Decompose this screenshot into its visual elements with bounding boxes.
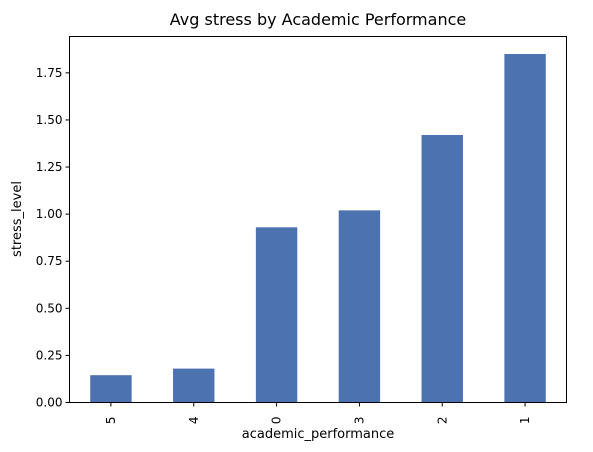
- bar-1: [504, 54, 546, 403]
- bar-4: [173, 368, 215, 403]
- y-tick-label-0.00: 0.00: [36, 396, 63, 410]
- x-tick-label-2: 2: [435, 417, 449, 425]
- x-axis-label: academic_performance: [242, 427, 395, 442]
- bars-group: [90, 54, 546, 403]
- x-tick-label-4: 4: [187, 417, 201, 425]
- x-tick-label-1: 1: [518, 417, 532, 425]
- bar-0: [255, 227, 298, 403]
- y-tick-label-1.50: 1.50: [36, 113, 63, 127]
- y-axis-ticks: 0.00 0.25 0.50 0.75 1.00 1.25 1.50 1.75: [36, 66, 70, 410]
- x-tick-label-5: 5: [104, 417, 118, 425]
- plot-frame: [69, 36, 567, 403]
- y-tick-label-0.75: 0.75: [36, 254, 63, 268]
- bar-3: [338, 210, 381, 403]
- y-tick-label-0.25: 0.25: [36, 348, 63, 362]
- y-tick-label-1.00: 1.00: [36, 207, 63, 221]
- y-axis-label: stress_level: [10, 181, 25, 257]
- bar-2: [421, 135, 463, 403]
- bar-5: [90, 375, 132, 403]
- x-axis-ticks: 5 4 0 3 2 1: [104, 402, 532, 425]
- x-tick-label-0: 0: [270, 417, 284, 425]
- x-tick-label-3: 3: [352, 417, 366, 425]
- y-tick-label-0.50: 0.50: [36, 301, 63, 315]
- y-tick-label-1.25: 1.25: [36, 160, 63, 174]
- y-tick-label-1.75: 1.75: [36, 66, 63, 80]
- chart-title: Avg stress by Academic Performance: [170, 10, 466, 29]
